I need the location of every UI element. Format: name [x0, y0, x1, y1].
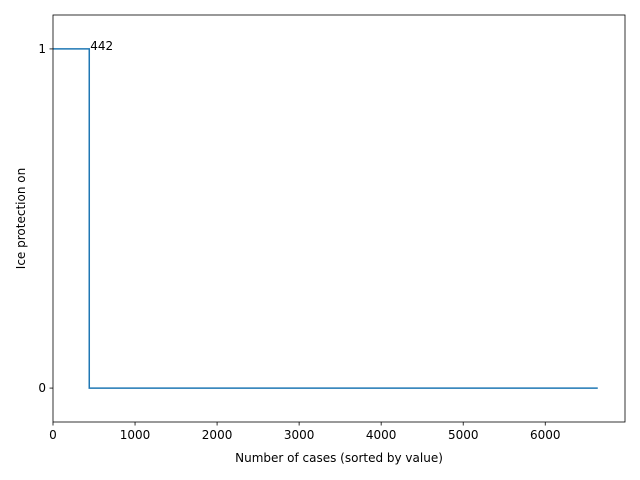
x-tick-label: 0 [49, 428, 57, 442]
x-axis-label: Number of cases (sorted by value) [235, 451, 443, 465]
x-tick-label: 3000 [284, 428, 315, 442]
y-tick-label: 1 [38, 42, 46, 56]
annotation: 442 [90, 39, 113, 53]
x-tick-label: 4000 [366, 428, 397, 442]
data-line [53, 48, 598, 389]
x-tick-label: 1000 [120, 428, 151, 442]
x-tick-label: 2000 [202, 428, 233, 442]
y-axis-label: Ice protection on [14, 168, 28, 269]
plot-frame [52, 14, 626, 423]
x-tick-label: 6000 [530, 428, 561, 442]
y-tick-label: 0 [38, 381, 46, 395]
x-tick-label: 5000 [448, 428, 479, 442]
